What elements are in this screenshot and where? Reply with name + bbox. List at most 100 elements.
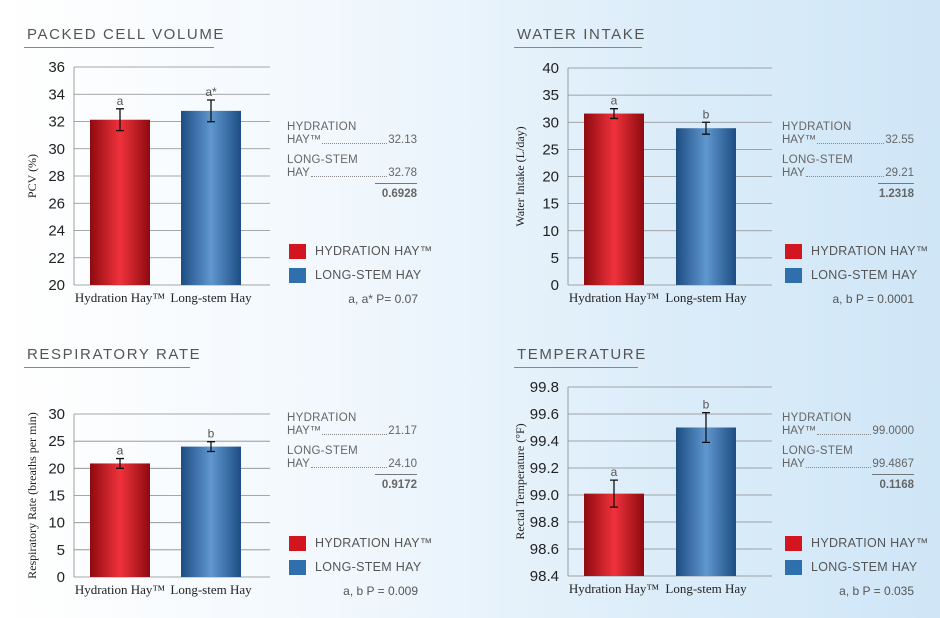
y-tick-label: 0 bbox=[551, 277, 559, 294]
bar-chart: 0 5 10 15 20 25 30 Respiratory Rate (breaths pe… bbox=[25, 406, 270, 597]
bar-chart: 98.4 98.6 98.8 99.0 99.2 99.4 99.6 99.8 Rectal T… bbox=[513, 379, 772, 596]
significance-letter: a* bbox=[205, 85, 217, 99]
stat-value: 99.0000 bbox=[872, 425, 914, 437]
title-underline bbox=[514, 47, 642, 48]
y-tick-label: 30 bbox=[48, 141, 65, 158]
y-tick-label: 40 bbox=[542, 60, 559, 77]
y-tick-label: 30 bbox=[542, 114, 559, 131]
legend-item-hydration: HYDRATION HAY™ bbox=[785, 243, 929, 259]
legend-label: HYDRATION HAY™ bbox=[315, 536, 433, 550]
stat-value: 99.4867 bbox=[872, 458, 914, 470]
y-tick-label: 35 bbox=[542, 87, 559, 104]
legend-swatch bbox=[289, 267, 306, 283]
legend-swatch bbox=[785, 559, 802, 575]
stat-total: 0.9172 bbox=[381, 479, 417, 491]
stat-value: 32.55 bbox=[885, 134, 914, 146]
legend-item-longstem: LONG-STEM HAY bbox=[785, 559, 929, 575]
stat-name: HYDRATION bbox=[782, 121, 852, 133]
stat-hydration: HYDRATION HAY™ 99.0000 bbox=[782, 412, 914, 438]
significance-letter: a bbox=[117, 444, 124, 458]
stat-longstem: LONG-STEM HAY 29.21 bbox=[782, 154, 914, 180]
stat-name: LONG-STEM bbox=[782, 445, 854, 457]
legend: HYDRATION HAY™ LONG-STEM HAY bbox=[785, 535, 929, 583]
y-tick-label: 20 bbox=[48, 460, 65, 477]
stat-name-2: HAY™ bbox=[287, 425, 322, 437]
stat-total: 0.1168 bbox=[879, 479, 914, 491]
stats-block: HYDRATION HAY™ 32.13 LONG-STEM HAY 32.78 0… bbox=[287, 121, 417, 201]
stat-name: HYDRATION bbox=[782, 412, 852, 424]
legend-swatch bbox=[289, 535, 306, 551]
error-bar bbox=[610, 108, 618, 120]
stat-value: 32.13 bbox=[388, 134, 417, 146]
stat-longstem: LONG-STEM HAY 32.78 bbox=[287, 154, 417, 180]
y-tick-label: 98.8 bbox=[530, 514, 559, 531]
significance-letter: b bbox=[208, 427, 215, 441]
legend-swatch bbox=[785, 267, 802, 283]
stat-value: 29.21 bbox=[885, 167, 914, 179]
legend-label: LONG-STEM HAY bbox=[811, 560, 918, 574]
p-value-note: a, b P = 0.009 bbox=[343, 584, 418, 598]
y-tick-label: 20 bbox=[542, 169, 559, 186]
legend-item-hydration: HYDRATION HAY™ bbox=[785, 535, 929, 551]
y-tick-label: 32 bbox=[48, 114, 65, 131]
y-tick-label: 36 bbox=[48, 59, 65, 76]
stat-hydration: HYDRATION HAY™ 32.13 bbox=[287, 121, 417, 147]
stats-block: HYDRATION HAY™ 32.55 LONG-STEM HAY 29.21 1… bbox=[782, 121, 914, 201]
stats-block: HYDRATION HAY™ 21.17 LONG-STEM HAY 24.10 0… bbox=[287, 412, 417, 492]
legend-swatch bbox=[785, 535, 802, 551]
stat-name-2: HAY bbox=[287, 167, 310, 179]
stat-hydration: HYDRATION HAY™ 32.55 bbox=[782, 121, 914, 147]
stats-block: HYDRATION HAY™ 99.0000 LONG-STEM HAY 99.48… bbox=[782, 412, 914, 492]
significance-letter: b bbox=[703, 398, 710, 412]
x-category-label: Hydration Hay™ bbox=[569, 581, 659, 596]
chart-title: TEMPERATURE bbox=[517, 346, 647, 363]
y-tick-label: 99.2 bbox=[530, 460, 559, 477]
legend-label: LONG-STEM HAY bbox=[315, 268, 422, 282]
legend-label: HYDRATION HAY™ bbox=[811, 536, 929, 550]
p-value-note: a, a* P= 0.07 bbox=[348, 292, 418, 306]
y-tick-label: 10 bbox=[542, 223, 559, 240]
stat-name: HYDRATION bbox=[287, 412, 357, 424]
y-tick-label: 24 bbox=[48, 223, 65, 240]
significance-letter: a bbox=[611, 465, 618, 479]
y-tick-label: 5 bbox=[57, 542, 65, 559]
bar-long-stem-hay bbox=[676, 128, 736, 285]
legend-label: LONG-STEM HAY bbox=[811, 268, 918, 282]
panel-packed-cell-volume: PACKED CELL VOLUME 20 22 24 26 28 30 32 34 36 PCV… bbox=[0, 0, 470, 309]
y-tick-label: 99.0 bbox=[530, 487, 559, 504]
legend: HYDRATION HAY™ LONG-STEM HAY bbox=[785, 243, 929, 291]
legend-swatch bbox=[289, 243, 306, 259]
bar-chart: 0 5 10 15 20 25 30 35 40 Water Intake (L/day) a Hyd… bbox=[513, 60, 772, 305]
y-tick-label: 15 bbox=[542, 196, 559, 213]
bar-long-stem-hay bbox=[181, 446, 241, 577]
y-tick-label: 98.4 bbox=[530, 568, 559, 585]
stat-value: 32.78 bbox=[388, 167, 417, 179]
y-tick-label: 99.4 bbox=[530, 433, 559, 450]
title-underline bbox=[24, 367, 190, 368]
legend-swatch bbox=[289, 559, 306, 575]
stat-name: LONG-STEM bbox=[287, 445, 359, 457]
error-bar bbox=[116, 457, 124, 469]
y-axis-label: Water Intake (L/day) bbox=[513, 126, 527, 226]
stat-hydration: HYDRATION HAY™ 21.17 bbox=[287, 412, 417, 438]
title-underline bbox=[24, 47, 214, 48]
y-tick-label: 5 bbox=[551, 250, 559, 267]
chart-title: RESPIRATORY RATE bbox=[27, 346, 202, 363]
p-value-note: a, b P = 0.0001 bbox=[832, 292, 914, 306]
y-tick-label: 0 bbox=[57, 569, 65, 586]
error-bar bbox=[207, 99, 215, 123]
stat-value: 24.10 bbox=[388, 458, 417, 470]
stat-longstem: LONG-STEM HAY 99.4867 bbox=[782, 445, 914, 471]
stat-name: LONG-STEM bbox=[782, 154, 854, 166]
y-axis-label: Respiratory Rate (breaths per min) bbox=[25, 412, 39, 579]
legend-item-longstem: LONG-STEM HAY bbox=[289, 559, 433, 575]
error-bar bbox=[116, 108, 124, 132]
y-tick-label: 99.6 bbox=[530, 406, 559, 423]
y-tick-label: 28 bbox=[48, 168, 65, 185]
panel-respiratory-rate: RESPIRATORY RATE 0 5 10 15 20 25 30 Respiratory… bbox=[0, 309, 470, 618]
legend: HYDRATION HAY™ LONG-STEM HAY bbox=[289, 535, 433, 583]
stat-name-2: HAY™ bbox=[782, 134, 817, 146]
x-category-label: Long-stem Hay bbox=[170, 582, 252, 597]
stat-total: 1.2318 bbox=[878, 188, 914, 200]
stat-name: LONG-STEM bbox=[287, 154, 359, 166]
